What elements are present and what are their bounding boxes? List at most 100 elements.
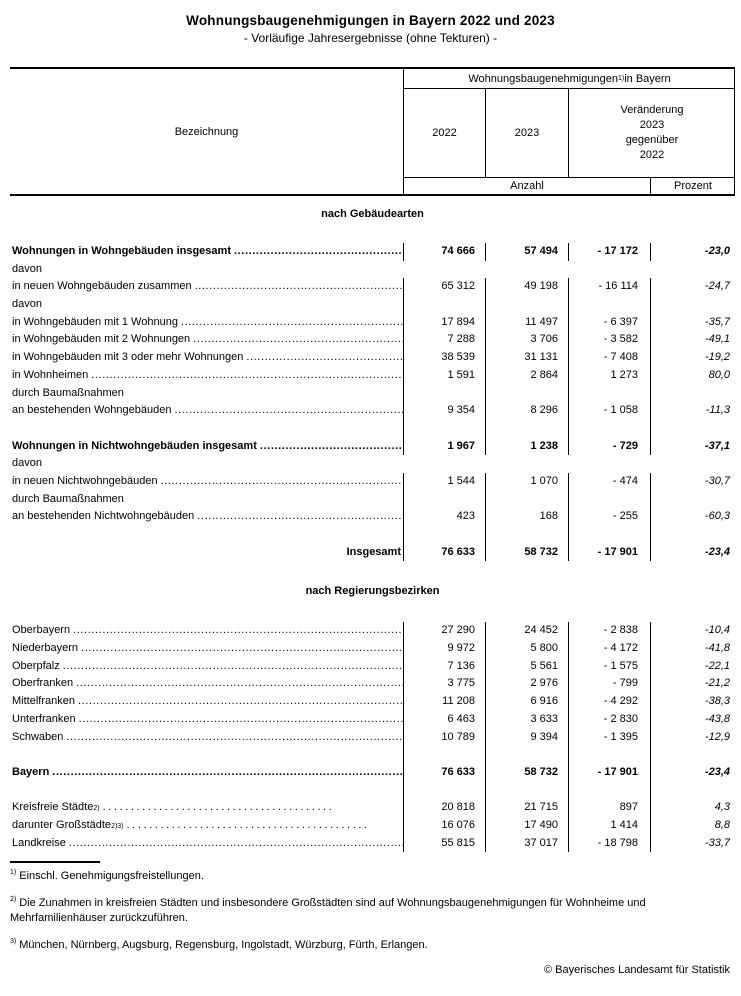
value-2022 xyxy=(403,419,485,438)
value-2022: 74 666 xyxy=(403,243,485,261)
row-label: in Wohnheimen...........................… xyxy=(10,367,403,385)
dot-leader: ........................................… xyxy=(174,404,403,417)
unit-header-prozent: Prozent xyxy=(650,177,735,194)
section-title: nach Regierungsbezirken xyxy=(305,585,440,598)
dot-leader: ........................................… xyxy=(233,245,403,257)
row-label: an bestehenden Nichtwohngebäuden........… xyxy=(10,508,403,526)
value-diff: - 17 901 xyxy=(568,763,650,782)
row-label-text: in Wohngebäuden mit 1 Wohnung xyxy=(12,315,178,328)
value-diff: - 16 114 xyxy=(568,278,650,297)
row-label-text: davon xyxy=(12,457,42,470)
value-percent xyxy=(650,419,735,438)
group-header-text: Wohnungsbaugenehmigungen xyxy=(468,72,618,85)
value-2022 xyxy=(403,526,485,544)
value-2022: 9 972 xyxy=(403,640,485,658)
value-percent: -41,8 xyxy=(650,640,735,658)
footnote: 2) Die Zunahmen in kreisfreien Städten un… xyxy=(10,896,726,926)
row-label-text: Mittelfranken xyxy=(12,695,75,708)
value-2022 xyxy=(403,490,485,509)
table-row: an bestehenden Wohngebäuden.............… xyxy=(10,402,735,420)
table-row: an bestehenden Nichtwohngebäuden........… xyxy=(10,508,735,526)
value-2022: 17 894 xyxy=(403,313,485,332)
table-row: Kreisfreie Städte 2).....................… xyxy=(10,799,735,817)
table-row: durch Baumaßnahmen xyxy=(10,384,735,403)
table-row: in Wohnheimen...........................… xyxy=(10,366,735,385)
value-percent: -37,1 xyxy=(650,437,735,456)
row-label: in Wohngebäuden mit 3 oder mehr Wohnunge… xyxy=(10,349,403,367)
value-2023: 3 633 xyxy=(485,710,568,729)
footnote: 3) München, Nürnberg, Augsburg, Regensbur… xyxy=(10,938,726,953)
table-row: Wohnungen in Nichtwohngebäuden insgesamt… xyxy=(10,437,735,456)
value-diff xyxy=(568,455,650,473)
value-2022: 1 967 xyxy=(403,437,485,456)
value-2023 xyxy=(485,781,568,800)
row-label-text: Landkreise xyxy=(12,836,66,849)
dot-leader: ........................................… xyxy=(77,695,403,708)
row-label-text: durch Baumaßnahmen xyxy=(12,492,124,505)
row-label xyxy=(10,746,403,764)
value-2022: 7 288 xyxy=(403,331,485,350)
spacer-row xyxy=(10,781,735,800)
row-label: Insgesamt xyxy=(10,544,403,562)
spacer-row xyxy=(10,419,735,438)
row-label-text: an bestehenden Wohngebäuden xyxy=(12,404,172,417)
value-2023: 3 706 xyxy=(485,331,568,350)
value-2022: 55 815 xyxy=(403,834,485,853)
dot-leader: ........................................… xyxy=(194,280,403,293)
row-label-text: Wohnungen in Nichtwohngebäuden insgesamt xyxy=(12,439,257,452)
value-2023: 24 452 xyxy=(485,622,568,641)
dot-leader: ........................................… xyxy=(160,474,403,487)
dot-leader: ........................................… xyxy=(78,712,403,725)
value-2023: 2 976 xyxy=(485,675,568,694)
value-2023 xyxy=(485,261,568,279)
value-2023: 1 238 xyxy=(485,437,568,456)
table-row: in neuen Wohngebäuden zusammen..........… xyxy=(10,278,735,297)
value-2023: 58 732 xyxy=(485,763,568,782)
value-percent xyxy=(650,384,735,403)
value-2022: 423 xyxy=(403,508,485,526)
row-label xyxy=(10,526,403,544)
value-percent xyxy=(650,781,735,800)
value-diff xyxy=(568,419,650,438)
value-percent: -10,4 xyxy=(650,622,735,641)
row-label-text: in neuen Nichtwohngebäuden xyxy=(12,474,158,487)
value-diff: - 2 838 xyxy=(568,622,650,641)
value-2023: 168 xyxy=(485,508,568,526)
value-percent: -30,7 xyxy=(650,472,735,491)
row-label-text: Niederbayern xyxy=(12,642,79,655)
row-label: Bayern..................................… xyxy=(10,764,403,782)
row-label-text: Oberpfalz xyxy=(12,659,60,672)
value-diff: 897 xyxy=(568,799,650,817)
value-percent: -49,1 xyxy=(650,331,735,350)
dot-leader: ........................................… xyxy=(68,836,403,849)
value-percent: -23,4 xyxy=(650,543,735,562)
value-2023: 6 916 xyxy=(485,693,568,711)
value-2022 xyxy=(403,296,485,314)
value-2023 xyxy=(485,419,568,438)
column-header-bezeichnung: Bezeichnung xyxy=(174,125,239,138)
value-2023 xyxy=(485,746,568,764)
value-2022: 38 539 xyxy=(403,349,485,367)
unit-header-anzahl: Anzahl xyxy=(403,177,650,194)
value-2022: 65 312 xyxy=(403,278,485,297)
value-2022 xyxy=(403,455,485,473)
page-title: Wohnungsbaugenehmigungen in Bayern 2022 … xyxy=(186,13,555,28)
table-row: Oberfranken.............................… xyxy=(10,675,735,694)
dot-leader: ........................................… xyxy=(259,439,403,452)
table-row: in Wohngebäuden mit 2 Wohnungen.........… xyxy=(10,331,735,350)
value-diff: - 18 798 xyxy=(568,834,650,853)
value-2023: 9 394 xyxy=(485,728,568,747)
value-diff xyxy=(568,490,650,509)
dot-leader: ........................................… xyxy=(62,659,403,672)
value-percent: -19,2 xyxy=(650,349,735,367)
footnote-text: Einschl. Genehmigungsfreistellungen. xyxy=(19,870,204,882)
value-2023: 1 070 xyxy=(485,472,568,491)
column-header-2022: 2022 xyxy=(403,89,485,177)
row-label: Wohnungen in Nichtwohngebäuden insgesamt… xyxy=(10,438,403,456)
value-diff xyxy=(568,781,650,800)
row-label-text: davon xyxy=(12,298,42,311)
dot-leader: ........................................… xyxy=(126,818,368,831)
row-label-text: in Wohngebäuden mit 3 oder mehr Wohnunge… xyxy=(12,351,244,364)
table-row: in Wohngebäuden mit 1 Wohnung...........… xyxy=(10,313,735,332)
value-2023: 21 715 xyxy=(485,799,568,817)
